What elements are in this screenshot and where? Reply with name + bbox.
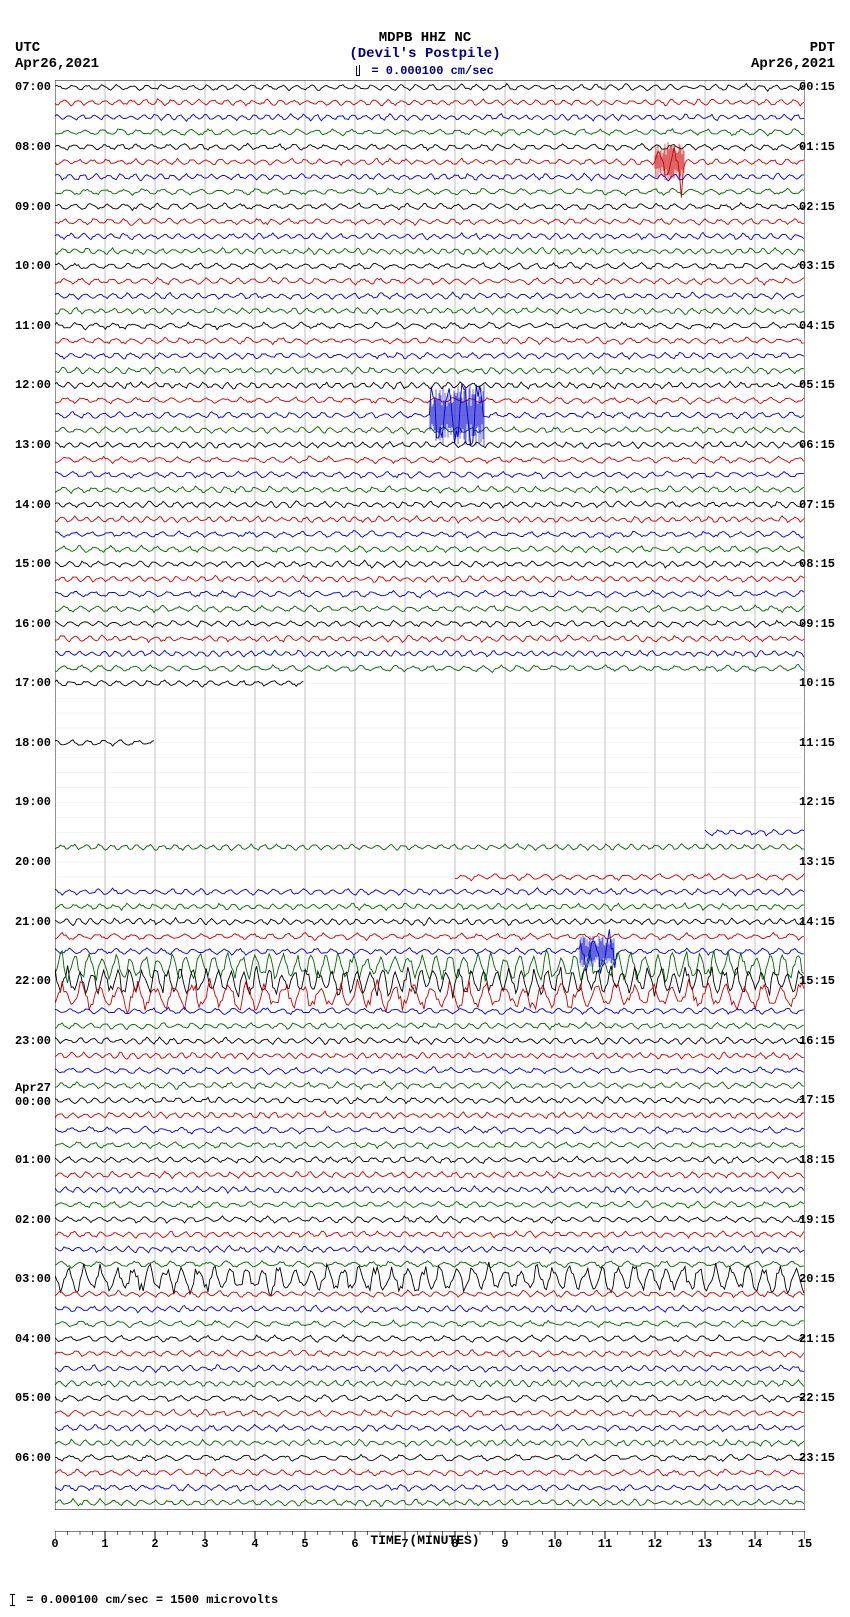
left-hour-label: 01:00 [3,1153,51,1167]
left-hour-label: 04:00 [3,1332,51,1346]
left-hour-label: 19:00 [3,795,51,809]
x-tick-label: 0 [51,1537,58,1551]
right-hour-label: 14:15 [799,915,847,929]
scale-bar-bottom-icon [10,1594,15,1606]
x-tick-label: 2 [151,1537,158,1551]
x-axis: TIME (MINUTES) 0123456789101112131415 [55,1533,795,1573]
right-hour-label: 12:15 [799,795,847,809]
tz-right-label: PDT [751,40,835,56]
x-tick-label: 11 [598,1537,612,1551]
station-line2: (Devil's Postpile) [5,46,845,62]
left-hour-label: Apr2700:00 [3,1081,51,1109]
x-tick-label: 13 [698,1537,712,1551]
right-hour-label: 07:15 [799,498,847,512]
left-hour-label: 17:00 [3,676,51,690]
x-tick-label: 9 [501,1537,508,1551]
right-hour-label: 20:15 [799,1272,847,1286]
right-hour-label: 17:15 [799,1093,847,1107]
left-hour-label: 07:00 [3,80,51,94]
x-tick-label: 15 [798,1537,812,1551]
left-hour-label: 18:00 [3,736,51,750]
x-tick-label: 6 [351,1537,358,1551]
right-hour-label: 13:15 [799,855,847,869]
right-hour-label: 15:15 [799,974,847,988]
left-hour-label: 10:00 [3,259,51,273]
right-hour-label: 03:15 [799,259,847,273]
footer-note: = 0.000100 cm/sec = 1500 microvolts [10,1593,845,1607]
station-line1: MDPB HHZ NC [5,30,845,46]
right-hour-label: 11:15 [799,736,847,750]
scale-bar-text-top: = 0.000100 cm/sec [371,64,493,78]
header-center: MDPB HHZ NC (Devil's Postpile) = 0.00010… [5,10,845,78]
left-hour-label: 14:00 [3,498,51,512]
right-hour-label: 22:15 [799,1391,847,1405]
left-hour-label: 23:00 [3,1034,51,1048]
x-tick-label: 8 [451,1537,458,1551]
header-left: UTC Apr26,2021 [15,40,99,72]
scale-bar-icon [356,66,360,76]
left-hour-label: 15:00 [3,557,51,571]
right-hour-label: 09:15 [799,617,847,631]
header-right: PDT Apr26,2021 [751,40,835,72]
right-hour-label: 16:15 [799,1034,847,1048]
left-hour-label: 21:00 [3,915,51,929]
left-hour-label: 20:00 [3,855,51,869]
left-hour-label: 13:00 [3,438,51,452]
right-hour-label: 06:15 [799,438,847,452]
x-tick-label: 14 [748,1537,762,1551]
right-hour-label: 00:15 [799,80,847,94]
x-tick-label: 10 [548,1537,562,1551]
right-hour-label: 10:15 [799,676,847,690]
x-tick-label: 3 [201,1537,208,1551]
left-hour-label: 03:00 [3,1272,51,1286]
right-hour-label: 21:15 [799,1332,847,1346]
left-hour-label: 09:00 [3,200,51,214]
plot-wrap: 07:0008:0009:0010:0011:0012:0013:0014:00… [55,80,795,1515]
right-hour-label: 04:15 [799,319,847,333]
right-hour-label: 19:15 [799,1213,847,1227]
x-tick-label: 4 [251,1537,258,1551]
left-hour-label: 12:00 [3,378,51,392]
scale-bar-top: = 0.000100 cm/sec [5,64,845,78]
right-hour-label: 18:15 [799,1153,847,1167]
left-hour-label: 08:00 [3,140,51,154]
helicorder-plot [55,80,805,1510]
footer-text: = 0.000100 cm/sec = 1500 microvolts [26,1593,278,1607]
right-hour-label: 02:15 [799,200,847,214]
x-tick-label: 1 [101,1537,108,1551]
x-tick-label: 5 [301,1537,308,1551]
left-hour-label: 02:00 [3,1213,51,1227]
left-hour-label: 05:00 [3,1391,51,1405]
left-hour-label: 06:00 [3,1451,51,1465]
left-hour-label: 22:00 [3,974,51,988]
right-hour-label: 23:15 [799,1451,847,1465]
right-hour-label: 08:15 [799,557,847,571]
right-hour-label: 05:15 [799,378,847,392]
right-hour-label: 01:15 [799,140,847,154]
x-tick-label: 12 [648,1537,662,1551]
date-right-label: Apr26,2021 [751,56,835,72]
left-hour-label: 16:00 [3,617,51,631]
x-tick-label: 7 [401,1537,408,1551]
date-left-label: Apr26,2021 [15,56,99,72]
tz-left-label: UTC [15,40,99,56]
left-hour-label: 11:00 [3,319,51,333]
header: UTC Apr26,2021 MDPB HHZ NC (Devil's Post… [5,10,845,80]
